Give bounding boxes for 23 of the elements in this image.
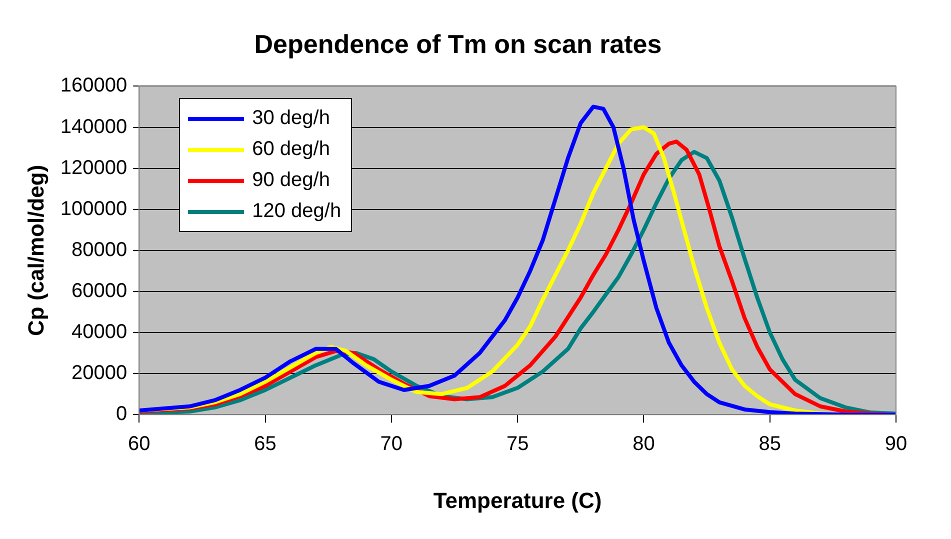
legend-label: 120 deg/h xyxy=(252,200,342,224)
x-tick-label: 85 xyxy=(758,433,781,456)
x-tick-label: 65 xyxy=(254,433,276,456)
y-tick-label: 140000 xyxy=(60,116,128,138)
x-tick-label: 80 xyxy=(632,433,655,456)
x-tick-label: 60 xyxy=(128,433,150,456)
y-tick-label: 120000 xyxy=(60,156,128,179)
y-tick-label: 100000 xyxy=(60,198,128,220)
x-tick-label: 75 xyxy=(506,433,529,456)
y-tick-label: 60000 xyxy=(72,280,128,302)
legend-label: 60 deg/h xyxy=(252,138,330,162)
y-axis-title: Cp (cal/mol/deg) xyxy=(23,164,48,336)
legend-label: 30 deg/h xyxy=(252,107,330,130)
x-tick-label: 70 xyxy=(380,433,403,456)
x-tick-label: 90 xyxy=(884,433,908,456)
x-axis-title: Temperature (C) xyxy=(433,488,602,513)
y-tick-label: 160000 xyxy=(60,74,128,97)
y-tick-label: 40000 xyxy=(72,321,128,344)
chart-title: Dependence of Tm on scan rates xyxy=(254,28,662,59)
legend-label: 90 deg/h xyxy=(252,169,330,192)
y-tick-label: 0 xyxy=(116,403,128,426)
y-tick-label: 20000 xyxy=(72,362,128,384)
y-tick-label: 80000 xyxy=(72,238,128,261)
